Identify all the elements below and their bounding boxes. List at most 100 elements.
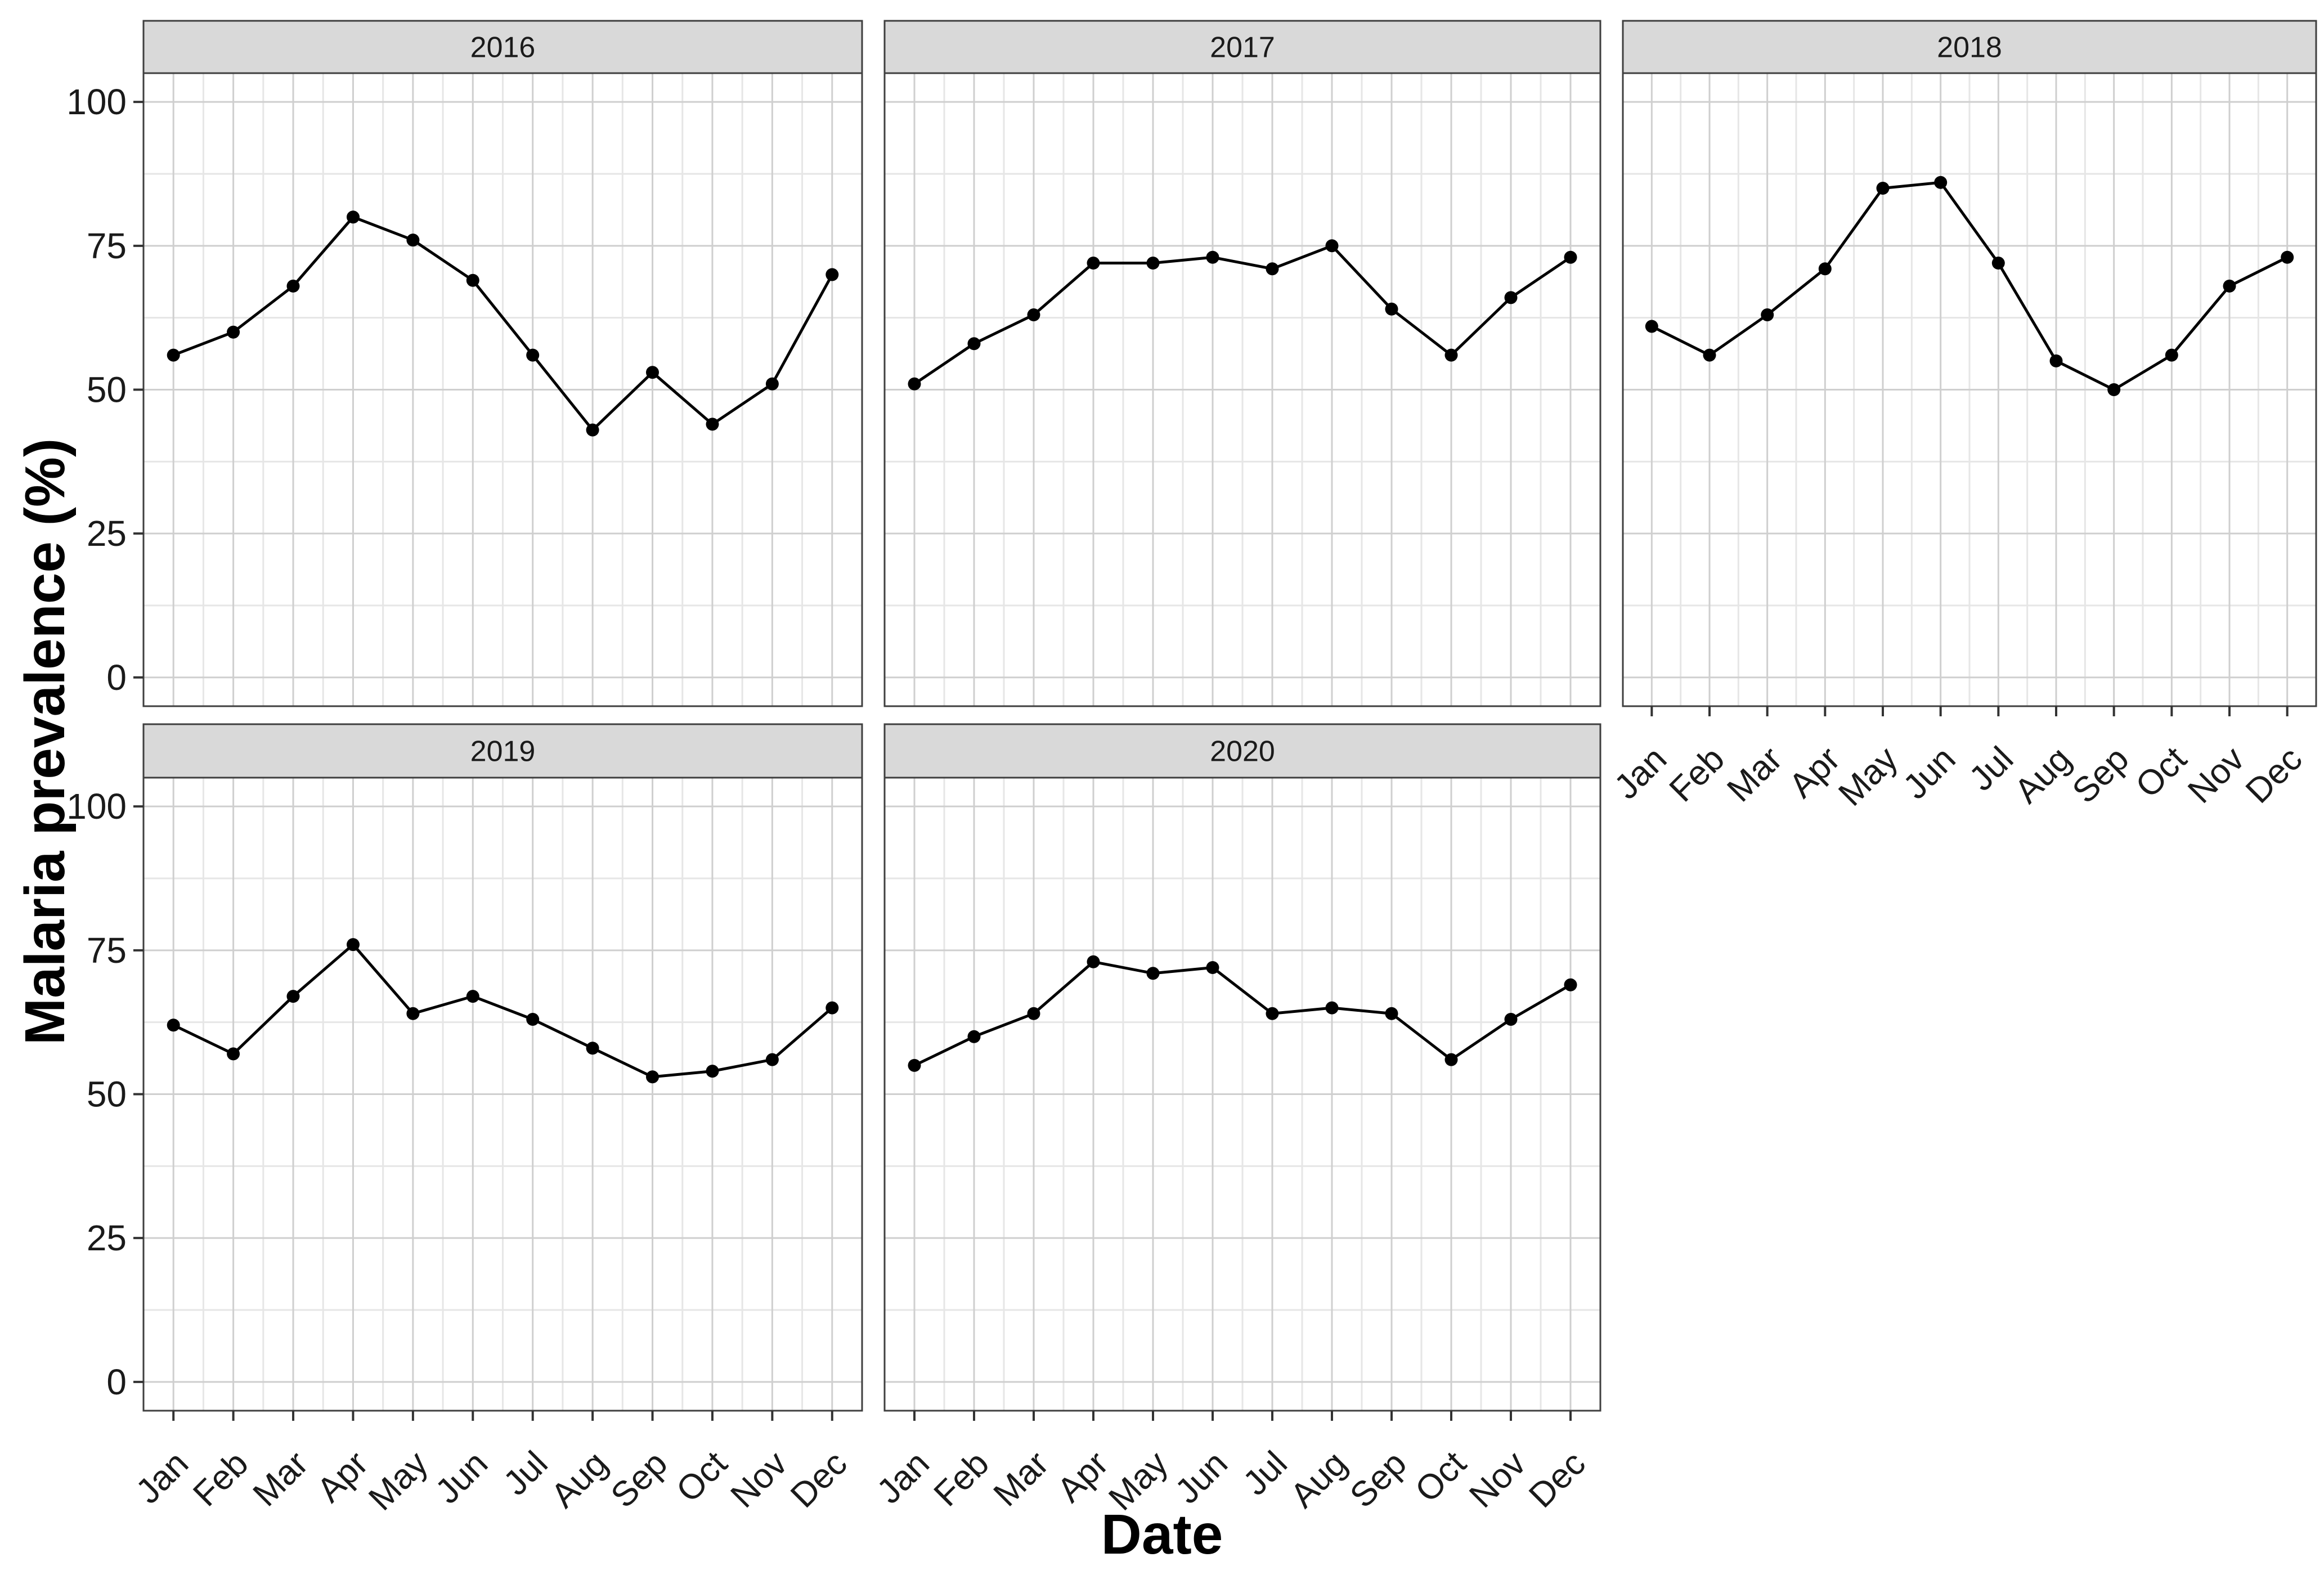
- y-tick-label: 0: [106, 657, 127, 698]
- x-tick-label: Jul: [496, 1444, 555, 1503]
- data-point: [765, 377, 779, 391]
- x-tick-label: Nov: [2181, 739, 2252, 811]
- facet-strip-label: 2017: [1210, 32, 1275, 64]
- facet-2016: 2016 0 25 50 75 100: [66, 20, 863, 707]
- data-point: [706, 1065, 719, 1078]
- data-point: [227, 1047, 240, 1061]
- data-point: [1087, 257, 1100, 270]
- x-tick-label: Oct: [1408, 1444, 1474, 1510]
- y-axis-title: Malaria prevalence (%): [14, 438, 77, 1045]
- x-tick-label: May: [1831, 739, 1905, 814]
- data-point: [646, 366, 659, 379]
- data-point: [286, 279, 300, 293]
- data-point: [967, 1030, 981, 1043]
- x-tick-label: Dec: [2238, 739, 2310, 811]
- y-tick-label: 50: [87, 1074, 127, 1115]
- data-point: [1266, 1007, 1279, 1020]
- data-point: [1934, 176, 1948, 189]
- facet-strip-label: 2020: [1210, 735, 1275, 768]
- facet-strip-label: 2018: [1937, 32, 2002, 64]
- data-point: [1206, 250, 1219, 264]
- data-point: [825, 1001, 839, 1015]
- x-tick-label: Mar: [1720, 739, 1789, 809]
- data-point: [2165, 348, 2178, 362]
- data-point: [2223, 279, 2236, 293]
- data-point: [1504, 1013, 1518, 1026]
- data-point: [908, 377, 921, 391]
- x-tick-label: Jan: [1607, 739, 1674, 806]
- x-tick-label: Jun: [1896, 739, 1963, 806]
- data-point: [1266, 262, 1279, 276]
- data-line: [913, 960, 1572, 1067]
- y-tick-label: 25: [87, 1218, 127, 1258]
- y-tick-label: 100: [66, 82, 127, 122]
- data-point: [825, 268, 839, 281]
- data-point: [2049, 354, 2063, 367]
- y-tick-label: 25: [87, 513, 127, 554]
- data-point: [1444, 1053, 1458, 1066]
- data-point: [967, 337, 981, 351]
- data-point: [1087, 955, 1100, 968]
- data-line: [173, 943, 833, 1079]
- data-point: [347, 210, 360, 224]
- data-point: [1385, 1007, 1398, 1020]
- x-tick-label: Jul: [1236, 1444, 1295, 1503]
- data-point: [1325, 1001, 1339, 1015]
- x-tick-label: Oct: [2128, 739, 2194, 805]
- x-tick-label: Apr: [1050, 1444, 1116, 1510]
- x-tick-label: Jul: [1962, 739, 2021, 798]
- x-tick-label: Jun: [428, 1444, 495, 1511]
- data-point: [227, 325, 240, 339]
- data-line: [173, 216, 833, 432]
- data-point: [586, 423, 599, 437]
- data-point: [1818, 262, 1832, 276]
- data-point: [1876, 182, 1890, 195]
- x-axis-title: Date: [1101, 1503, 1223, 1566]
- data-point: [466, 273, 479, 287]
- facet-strip: [883, 20, 1601, 74]
- data-point: [1703, 348, 1716, 362]
- data-point: [1761, 308, 1774, 321]
- data-point: [526, 348, 540, 362]
- data-point: [586, 1042, 599, 1055]
- x-tick-label: Feb: [1662, 739, 1732, 809]
- facet-strip: [883, 723, 1601, 779]
- y-tick-label: 0: [106, 1362, 127, 1402]
- data-line: [1651, 181, 2288, 391]
- facet-strip: [1622, 20, 2317, 74]
- data-point: [2281, 250, 2294, 264]
- x-tick-label: Jan: [869, 1444, 936, 1511]
- data-point: [1564, 250, 1577, 264]
- data-point: [1206, 961, 1219, 974]
- x-tick-label: Sep: [2065, 739, 2137, 811]
- y-tick-label: 75: [87, 930, 127, 971]
- data-point: [765, 1053, 779, 1066]
- facet-strip: [142, 20, 863, 74]
- facet-strip-label: 2016: [470, 32, 536, 64]
- x-tick-label: Jan: [129, 1444, 196, 1511]
- data-point: [347, 938, 360, 952]
- data-point: [1146, 967, 1160, 980]
- data-point: [1027, 1007, 1040, 1020]
- data-point: [1325, 239, 1339, 253]
- data-point: [406, 234, 420, 247]
- x-tick-label: Jun: [1168, 1444, 1235, 1511]
- data-point: [1564, 978, 1577, 991]
- data-point: [1991, 257, 2005, 270]
- data-point: [1444, 348, 1458, 362]
- data-point: [1027, 308, 1040, 321]
- data-point: [1645, 320, 1658, 333]
- y-tick-label: 50: [87, 370, 127, 410]
- data-point: [908, 1058, 921, 1072]
- data-point: [2107, 383, 2121, 396]
- data-point: [167, 348, 180, 362]
- data-point: [1146, 257, 1160, 270]
- facet-strip: [142, 723, 863, 779]
- data-point: [1504, 291, 1518, 304]
- x-tick-label: Apr: [309, 1444, 375, 1510]
- data-point: [706, 418, 719, 431]
